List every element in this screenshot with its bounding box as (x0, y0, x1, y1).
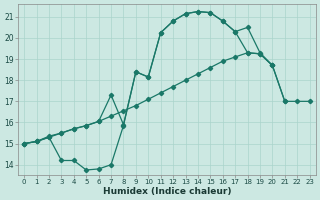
X-axis label: Humidex (Indice chaleur): Humidex (Indice chaleur) (103, 187, 231, 196)
